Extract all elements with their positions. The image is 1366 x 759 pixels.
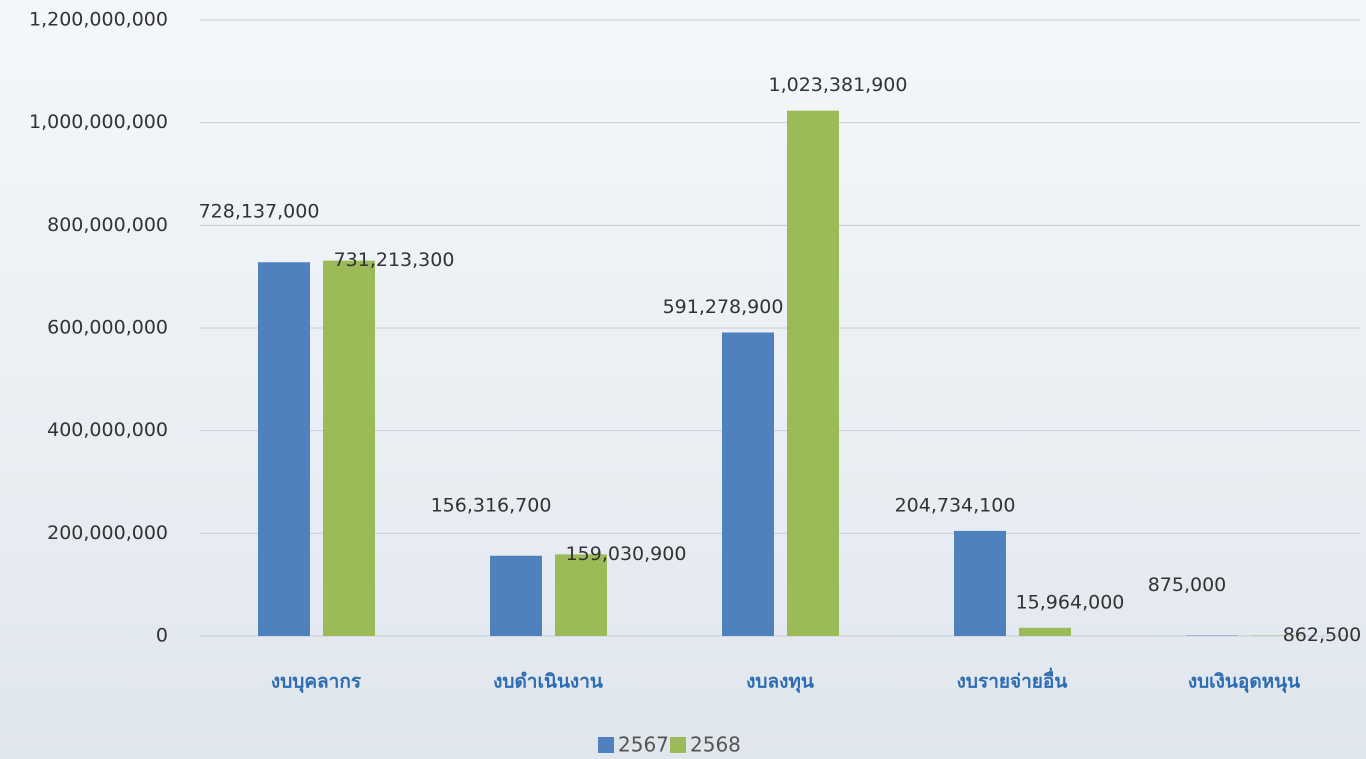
y-tick-label: 1,200,000,000: [29, 9, 168, 31]
y-tick-label: 1,000,000,000: [29, 111, 168, 133]
y-tick-label: 0: [156, 625, 168, 647]
bar: [555, 554, 607, 636]
x-tick-label: งบรายจ่ายอื่น: [957, 668, 1068, 693]
bar: [258, 262, 310, 636]
data-label: 156,316,700: [431, 494, 552, 516]
data-label: 159,030,900: [566, 543, 687, 565]
x-tick-label: งบลงทุน: [746, 671, 814, 694]
data-label: 591,278,900: [663, 296, 784, 318]
y-tick-label: 600,000,000: [47, 317, 168, 339]
bar: [722, 332, 774, 636]
x-tick-label: งบบุคลากร: [271, 671, 362, 694]
y-tick-label: 400,000,000: [47, 419, 168, 441]
data-label: 875,000: [1148, 574, 1227, 596]
bar: [787, 111, 839, 636]
data-label: 862,500: [1283, 624, 1362, 646]
data-label: 1,023,381,900: [768, 74, 907, 96]
data-label: 731,213,300: [334, 249, 455, 271]
bar: [954, 531, 1006, 636]
y-tick-label: 200,000,000: [47, 522, 168, 544]
legend-label: 2568: [690, 733, 741, 757]
bar: [1019, 628, 1071, 636]
bar: [490, 556, 542, 636]
chart: 0 200,000,000 400,000,000 600,000,000 800,00…: [0, 0, 1366, 759]
x-tick-label: งบเงินอุดหนุน: [1188, 671, 1300, 694]
bar: [323, 261, 375, 636]
legend-swatch: [670, 737, 686, 753]
legend-swatch: [598, 737, 614, 753]
y-tick-label: 800,000,000: [47, 214, 168, 236]
legend-label: 2567: [618, 733, 669, 757]
data-label: 204,734,100: [895, 494, 1016, 516]
data-label: 728,137,000: [199, 201, 320, 223]
data-label: 15,964,000: [1016, 591, 1125, 613]
x-tick-label: งบดำเนินงาน: [493, 671, 603, 693]
